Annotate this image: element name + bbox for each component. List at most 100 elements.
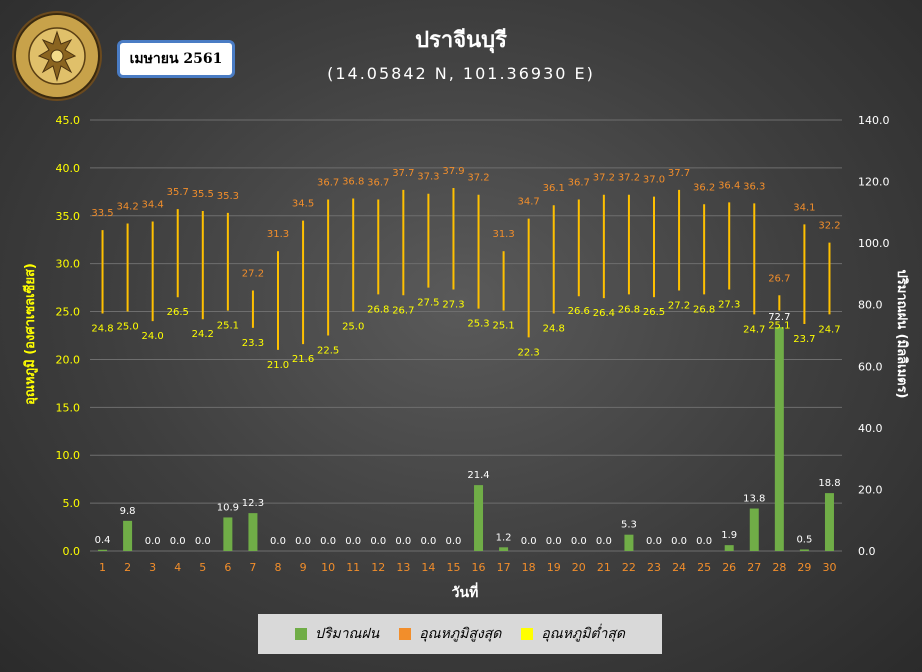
legend-item-rain: ปริมาณฝน xyxy=(294,623,379,645)
rain-value-label: 0.0 xyxy=(195,536,211,547)
max-temp-label: 34.2 xyxy=(116,201,138,212)
x-tick-label: 8 xyxy=(275,561,282,574)
max-temp-label: 37.2 xyxy=(593,173,615,184)
rain-value-label: 1.9 xyxy=(721,530,737,541)
max-temp-label: 37.3 xyxy=(417,172,439,183)
data-labels: 0.4 9.8 0.0 0.0 0.0 10.9 12.3 0.0 0.0 0.0 0.0 0.0 0.… xyxy=(91,166,840,547)
rain-value-label: 5.3 xyxy=(621,520,637,531)
x-tick-label: 17 xyxy=(497,561,511,574)
legend: ปริมาณฝน อุณหภูมิสูงสุด อุณหภูมิต่ำสุด xyxy=(258,614,662,654)
rain-value-label: 0.0 xyxy=(646,536,662,547)
min-temp-label: 25.3 xyxy=(467,319,489,330)
y-tick-label-left: 20.0 xyxy=(56,353,81,366)
rain-bar xyxy=(824,493,834,551)
min-temp-label: 26.8 xyxy=(693,304,715,315)
min-temp-label: 24.7 xyxy=(743,324,765,335)
min-temp-label: 23.7 xyxy=(793,334,815,345)
max-temp-label: 36.7 xyxy=(568,177,590,188)
legend-label-min-temp: อุณหภูมิต่ำสุด xyxy=(541,626,626,642)
rain-bar xyxy=(248,513,258,551)
x-tick-label: 26 xyxy=(722,561,736,574)
rain-bar xyxy=(749,508,759,551)
min-temp-label: 26.8 xyxy=(367,304,389,315)
legend-label-max-temp: อุณหภูมิสูงสุด xyxy=(419,626,502,642)
gridlines xyxy=(90,119,842,552)
x-axis-ticks: 1 2 3 4 5 6 7 8 9 10 11 12 13 14 15 16 17 18 19 20 21 22 23 24 2… xyxy=(99,561,836,574)
rain-value-label: 1.2 xyxy=(496,532,512,543)
x-axis-label: วันที่ xyxy=(452,582,479,601)
max-temp-label: 34.7 xyxy=(518,197,540,208)
max-temp-label: 34.4 xyxy=(142,200,164,211)
x-tick-label: 21 xyxy=(597,561,611,574)
max-temp-label: 36.3 xyxy=(743,181,765,192)
max-temp-label: 31.3 xyxy=(492,229,514,240)
min-temp-label: 26.6 xyxy=(568,306,590,317)
min-temp-label: 25.1 xyxy=(217,321,239,332)
x-tick-label: 10 xyxy=(321,561,335,574)
rain-value-label: 0.0 xyxy=(671,536,687,547)
rain-value-label: 0.0 xyxy=(420,536,436,547)
x-tick-label: 11 xyxy=(346,561,360,574)
y-tick-label-right: 60.0 xyxy=(858,360,883,373)
max-temp-label: 36.2 xyxy=(693,182,715,193)
rain-value-label: 18.8 xyxy=(818,478,840,489)
rain-value-label: 0.0 xyxy=(696,536,712,547)
y-tick-label-left: 25.0 xyxy=(56,306,81,319)
legend-swatch-rain xyxy=(294,628,307,640)
min-temp-label: 27.3 xyxy=(442,300,464,311)
max-temp-label: 31.3 xyxy=(267,229,289,240)
x-tick-label: 1 xyxy=(99,561,106,574)
x-tick-label: 22 xyxy=(622,561,636,574)
max-temp-label: 37.0 xyxy=(643,175,665,186)
min-temp-label: 27.5 xyxy=(417,298,439,309)
x-tick-label: 5 xyxy=(199,561,206,574)
rain-value-label: 0.0 xyxy=(521,536,537,547)
min-temp-label: 25.0 xyxy=(342,322,364,333)
min-temp-label: 24.8 xyxy=(91,323,113,334)
rain-value-label: 0.0 xyxy=(546,536,562,547)
x-tick-label: 13 xyxy=(396,561,410,574)
rain-value-label: 0.0 xyxy=(395,536,411,547)
y-axis-right-label: ปริมาณฝน (มิลลิเมตร) xyxy=(894,269,909,398)
x-tick-label: 25 xyxy=(697,561,711,574)
rain-bar xyxy=(98,549,108,551)
rain-value-label: 0.5 xyxy=(796,534,812,545)
y-tick-label-left: 5.0 xyxy=(63,497,81,510)
rain-value-label: 0.0 xyxy=(270,536,286,547)
max-temp-label: 26.7 xyxy=(768,273,790,284)
min-temp-label: 27.3 xyxy=(718,300,740,311)
min-temp-label: 25.1 xyxy=(768,321,790,332)
rain-value-label: 0.4 xyxy=(95,535,111,546)
min-temp-label: 25.0 xyxy=(116,322,138,333)
max-temp-label: 37.7 xyxy=(668,168,690,179)
legend-swatch-min-temp xyxy=(521,628,534,640)
min-temp-label: 22.3 xyxy=(518,347,540,358)
min-temp-label: 25.1 xyxy=(492,321,514,332)
legend-item-min-temp: อุณหภูมิต่ำสุด xyxy=(521,623,625,645)
rain-bar xyxy=(223,517,233,551)
x-tick-label: 23 xyxy=(647,561,661,574)
max-temp-label: 37.2 xyxy=(618,173,640,184)
x-tick-label: 4 xyxy=(174,561,181,574)
x-tick-label: 30 xyxy=(822,561,836,574)
max-temp-label: 37.2 xyxy=(467,173,489,184)
min-temp-label: 22.5 xyxy=(317,346,339,357)
y-axis-left-label: อุณหภูมิ (องศาเซลเซียส) xyxy=(22,263,38,405)
max-temp-label: 34.1 xyxy=(793,202,815,213)
min-temp-label: 26.5 xyxy=(167,307,189,318)
rain-value-label: 0.0 xyxy=(345,536,361,547)
max-temp-label: 35.5 xyxy=(192,189,214,200)
x-tick-label: 27 xyxy=(747,561,761,574)
y-tick-label-right: 120.0 xyxy=(858,176,890,189)
x-tick-label: 15 xyxy=(446,561,460,574)
min-temp-label: 24.8 xyxy=(543,323,565,334)
rain-value-label: 0.0 xyxy=(571,536,587,547)
month-label-box: เมษายน 2561 xyxy=(117,40,235,78)
min-temp-label: 26.7 xyxy=(392,305,414,316)
rain-bar xyxy=(724,545,734,551)
legend-item-max-temp: อุณหภูมิสูงสุด xyxy=(399,623,501,645)
y-tick-label-right: 100.0 xyxy=(858,237,890,250)
rain-value-label: 0.0 xyxy=(320,536,336,547)
y-tick-label-right: 140.0 xyxy=(858,114,890,127)
